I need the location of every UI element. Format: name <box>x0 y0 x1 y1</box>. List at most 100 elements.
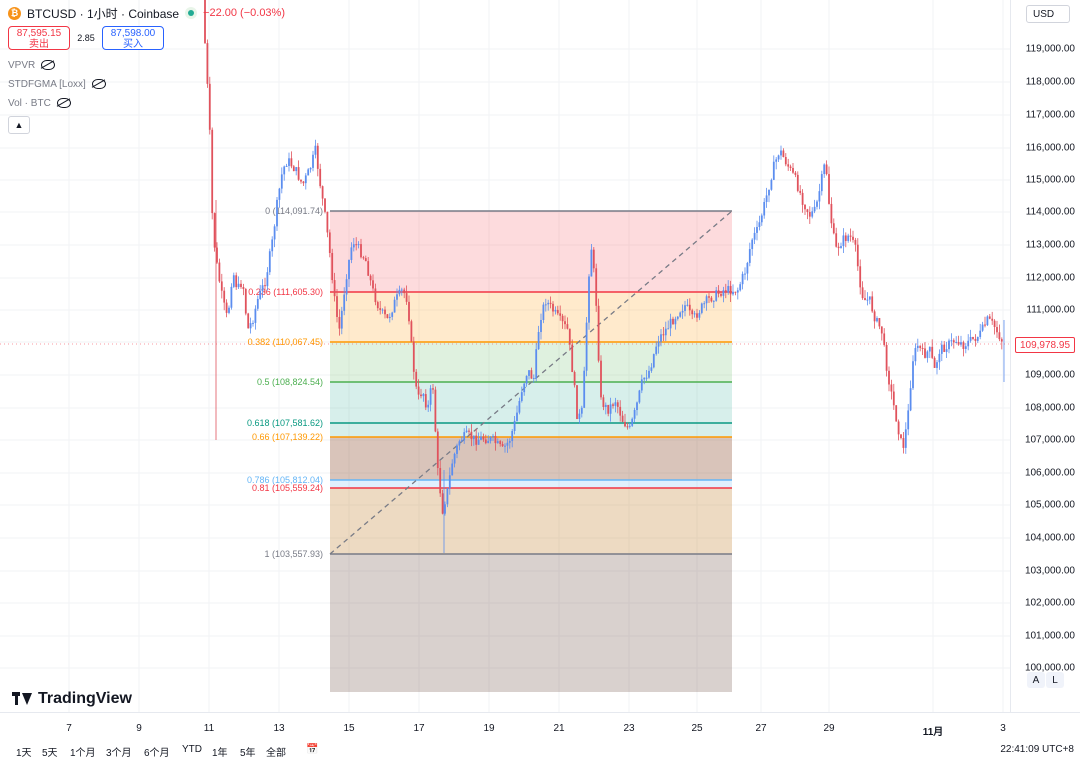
eye-hidden-icon[interactable] <box>56 98 71 108</box>
candle-body <box>225 302 228 313</box>
candle-body <box>340 310 343 329</box>
candle-body <box>355 244 358 246</box>
time-axis[interactable]: 7 9 11 13 15 17 19 21 23 25 27 29 11月 3 <box>0 712 1080 743</box>
candle-body <box>926 351 929 358</box>
candle-body <box>309 167 312 170</box>
candle-body <box>417 386 420 395</box>
candle-body <box>736 290 739 293</box>
candle-body <box>468 430 470 432</box>
candle-body <box>756 226 758 233</box>
candle-body <box>674 318 677 325</box>
candle-body <box>888 370 890 385</box>
candle-body <box>396 294 398 300</box>
candle-body <box>343 294 346 311</box>
candle-body <box>268 251 271 273</box>
candle-body <box>763 201 766 216</box>
candle-body <box>904 429 907 448</box>
candle-body <box>760 215 763 223</box>
candle-body <box>393 299 396 313</box>
candle-body <box>940 344 943 354</box>
symbol-row[interactable]: ₿ BTCUSD · 1小时 · Coinbase −22.00 (−0.03%… <box>8 4 285 22</box>
range-5y-button[interactable]: 5年 <box>240 748 256 759</box>
indicator-stdfgma[interactable]: STDFGMA [Loxx] <box>8 75 285 93</box>
candle-body <box>664 328 667 336</box>
range-1y-button[interactable]: 1年 <box>212 748 228 759</box>
range-5d-button[interactable]: 5天 <box>42 748 58 759</box>
candle-body <box>960 342 962 345</box>
time-tick-label: 9 <box>136 723 142 734</box>
candle-body <box>439 468 442 494</box>
candle-body <box>890 384 893 392</box>
indicator-label: Vol · BTC <box>8 97 51 109</box>
currency-button[interactable]: USD <box>1026 5 1070 23</box>
fib-zone <box>330 437 732 480</box>
indicator-volume[interactable]: Vol · BTC <box>8 94 285 112</box>
candle-body <box>741 273 744 285</box>
candle-body <box>400 289 403 291</box>
range-1d-button[interactable]: 1天 <box>16 748 32 759</box>
time-tick-label: 13 <box>273 723 285 734</box>
candle-body <box>506 442 509 446</box>
candle-body <box>830 203 833 224</box>
candle-body <box>633 410 636 419</box>
candle-body <box>501 444 504 447</box>
candle-body <box>734 291 737 293</box>
candle-body <box>444 504 446 514</box>
range-all-button[interactable]: 全部 <box>266 748 286 759</box>
candle-body <box>372 280 374 289</box>
candle-body <box>261 285 264 291</box>
candle-body <box>319 168 322 187</box>
log-scale-button[interactable]: L <box>1046 672 1064 688</box>
candle-body <box>895 405 898 422</box>
price-change: −22.00 (−0.03%) <box>203 7 285 19</box>
candle-body <box>204 0 206 44</box>
candle-body <box>933 357 936 368</box>
candle-body <box>979 330 982 338</box>
candle-body <box>556 309 559 314</box>
candle-body <box>636 402 638 411</box>
range-ytd-button[interactable]: YTD <box>182 744 202 755</box>
candle-body <box>724 290 727 293</box>
candle-body <box>828 174 830 204</box>
collapse-legend-button[interactable]: ▲ <box>8 116 30 134</box>
candle-body <box>312 154 314 168</box>
eye-hidden-icon[interactable] <box>91 79 106 89</box>
candle-body <box>326 211 329 233</box>
candle-body <box>242 287 245 290</box>
candle-body <box>667 328 670 330</box>
candle-body <box>897 421 900 435</box>
range-3m-button[interactable]: 3个月 <box>106 748 132 759</box>
candle-body <box>333 280 336 297</box>
candle-body <box>720 293 722 296</box>
candle-body <box>482 436 485 440</box>
price-axis[interactable]: 119,000.00 118,000.00 117,000.00 116,000.00… <box>1010 0 1080 712</box>
candle-body <box>278 188 281 200</box>
auto-scale-button[interactable]: A <box>1027 672 1045 688</box>
candle-body <box>362 257 365 259</box>
price-chart[interactable]: 0 (114,091.74) 0.236 (111,605.30) 0.382 (1… <box>0 0 1010 712</box>
indicator-vpvr[interactable]: VPVR <box>8 56 285 74</box>
candle-body <box>698 312 701 318</box>
candle-body <box>408 301 410 322</box>
range-6m-button[interactable]: 6个月 <box>144 748 170 759</box>
time-tick-label: 25 <box>691 723 703 734</box>
candle-body <box>345 279 348 295</box>
candle-body <box>883 333 886 345</box>
range-1m-button[interactable]: 1个月 <box>70 748 96 759</box>
candle-body <box>525 375 528 384</box>
candle-body <box>768 189 770 196</box>
candle-body <box>504 445 506 447</box>
spread-value: 2.85 <box>77 33 95 43</box>
sell-button[interactable]: 87,595.15 卖出 <box>8 26 70 50</box>
buy-button[interactable]: 87,598.00 买入 <box>102 26 164 50</box>
candle-body <box>619 406 622 416</box>
candle-body <box>300 179 302 182</box>
candle-body <box>566 324 569 329</box>
candle-body <box>348 259 350 280</box>
candlestick-chart[interactable]: 0 (114,091.74) 0.236 (111,605.30) 0.382 (1… <box>0 0 1010 712</box>
price-tick-label: 116,000.00 <box>1025 142 1075 154</box>
candle-body <box>823 164 826 175</box>
eye-hidden-icon[interactable] <box>41 60 56 70</box>
symbol-title[interactable]: BTCUSD · 1小时 · Coinbase <box>27 6 180 21</box>
calendar-icon[interactable]: 📅 <box>306 744 319 755</box>
